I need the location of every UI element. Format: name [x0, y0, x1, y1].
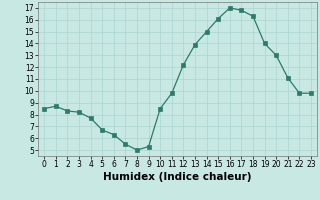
X-axis label: Humidex (Indice chaleur): Humidex (Indice chaleur)	[103, 172, 252, 182]
